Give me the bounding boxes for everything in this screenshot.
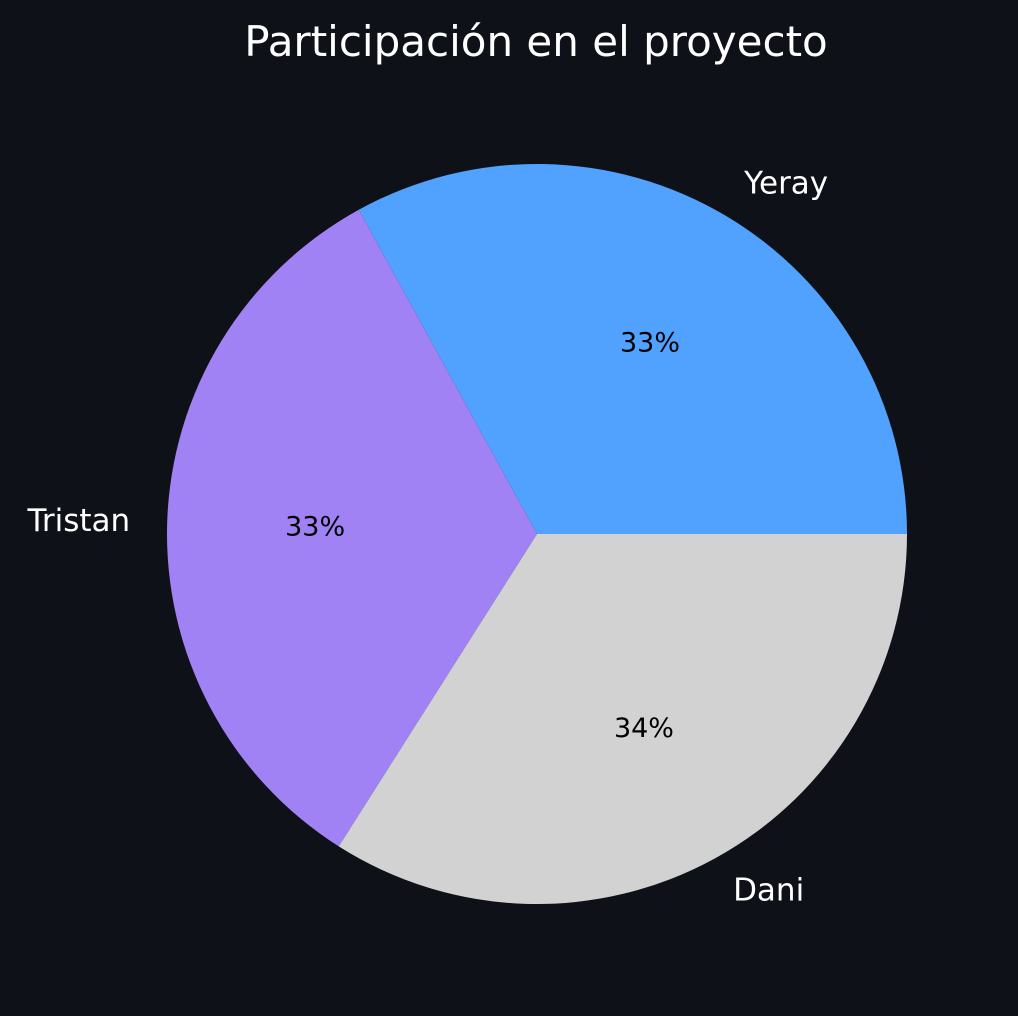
chart-title: Participación en el proyecto — [244, 17, 828, 66]
slice-percent-tristan: 33% — [285, 512, 345, 543]
slice-percent-yeray: 33% — [620, 327, 680, 358]
slice-label-yeray: Yeray — [743, 166, 828, 202]
pie-slice-dani — [338, 534, 907, 904]
pie-labels: Yeray 33% Tristan 33% Dani 34% — [27, 166, 829, 909]
slice-label-tristan: Tristan — [27, 503, 131, 539]
pie-slices — [166, 163, 908, 904]
slice-label-dani: Dani — [733, 873, 804, 909]
pie-slice-tristan — [166, 209, 537, 847]
pie-slice-yeray — [358, 163, 908, 534]
slice-percent-dani: 34% — [614, 713, 674, 744]
